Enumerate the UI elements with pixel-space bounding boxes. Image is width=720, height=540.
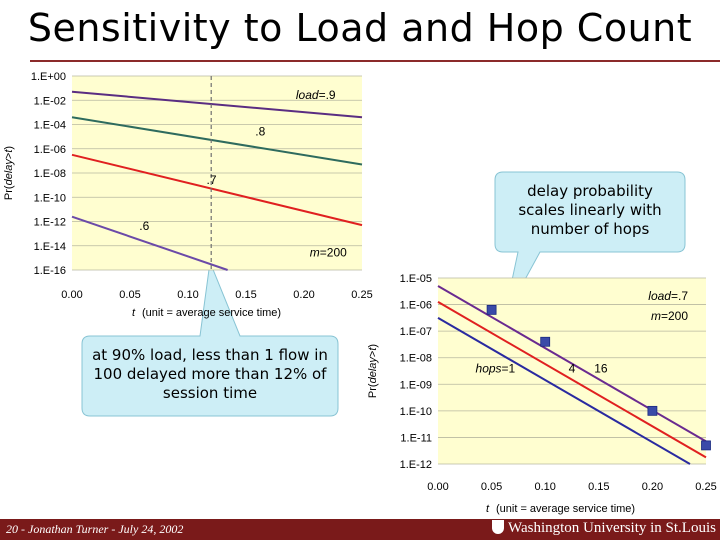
series-line <box>71 215 228 271</box>
left-callout-text: at 90% load, less than 1 flow in 100 del… <box>92 346 328 402</box>
hops-label: hops=1 <box>476 361 516 375</box>
y-tick-label: 1.E-02 <box>34 95 66 107</box>
y-tick-label: 1.E-11 <box>400 432 432 444</box>
title-rule <box>30 60 720 62</box>
slide-title: Sensitivity to Load and Hop Count <box>27 6 693 50</box>
x-tick-label: 0.20 <box>642 481 663 493</box>
y-tick-label: 1.E-04 <box>34 120 66 132</box>
series-line <box>437 316 691 465</box>
series-line <box>71 116 363 166</box>
y-tick-label: 1.E-06 <box>400 300 432 312</box>
y-tick-label: 1.E-05 <box>400 273 432 285</box>
footer-bar <box>0 519 720 540</box>
x-axis-var: t <box>132 307 136 319</box>
series-label: 16 <box>594 361 608 375</box>
y-tick-label: 1.E-10 <box>34 192 66 204</box>
x-tick-label: 0.15 <box>588 481 609 493</box>
y-tick-label: 1.E-07 <box>400 326 432 338</box>
chart-load-sensitivity: 1.E+00 1.E-02 1.E-04 1.E-06 1.E-08 1.E-10 1.E-… <box>3 71 373 319</box>
series-label: .8 <box>255 124 265 138</box>
shield-icon <box>492 520 504 534</box>
y-tick-label: 1.E-06 <box>34 144 66 156</box>
x-tick-label: 0.00 <box>61 289 82 301</box>
series-line <box>71 153 363 227</box>
y-tick-label: 1.E+00 <box>31 71 66 83</box>
logo-text: Washington University in St.Louis <box>508 520 716 536</box>
right-callout-text: delay probability scales linearly with n… <box>518 182 662 238</box>
y-tick-label: 1.E-08 <box>34 168 66 180</box>
y-tick-label: 1.E-10 <box>400 406 432 418</box>
y-axis-label: Pr(delay>t) <box>3 146 15 200</box>
x-axis-label: (unit = average service time) <box>142 307 281 319</box>
y-tick-label: 1.E-12 <box>400 459 432 471</box>
x-tick-label: 0.05 <box>481 481 502 493</box>
plot-area <box>438 278 706 464</box>
x-tick-label: 0.15 <box>235 289 256 301</box>
y-tick-label: 1.E-14 <box>34 241 66 253</box>
x-tick-label: 0.25 <box>695 481 716 493</box>
y-tick-label: 1.E-16 <box>34 265 66 277</box>
y-tick-label: 1.E-09 <box>400 379 432 391</box>
series-label: .6 <box>139 219 149 233</box>
y-axis-label: Pr(delay>t) <box>367 344 379 398</box>
y-tick-label: 1.E-12 <box>34 217 66 229</box>
x-tick-label: 0.10 <box>534 481 555 493</box>
series-line <box>437 301 707 459</box>
x-tick-label: 0.05 <box>119 289 140 301</box>
series-line <box>71 90 363 119</box>
x-axis-label: (unit = average service time) <box>496 503 635 515</box>
series-label: load=.9 <box>296 88 336 102</box>
series-line <box>437 285 707 443</box>
x-tick-label: 0.00 <box>427 481 448 493</box>
data-marker <box>540 336 551 347</box>
x-tick-label: 0.20 <box>293 289 314 301</box>
x-tick-label: 0.10 <box>177 289 198 301</box>
params-label: m=200 <box>310 246 347 260</box>
footer-text: 20 - Jonathan Turner - July 24, 2002 <box>6 522 184 536</box>
chart-hop-sensitivity: 1.E-05 1.E-06 1.E-07 1.E-08 1.E-09 1.E-10 1.E-… <box>367 273 717 515</box>
series-label: .7 <box>207 173 217 187</box>
data-marker <box>701 440 711 451</box>
x-tick-label: 0.25 <box>351 289 372 301</box>
data-marker <box>486 304 497 315</box>
x-axis-var: t <box>486 503 490 515</box>
params-label-load: load=.7 <box>648 289 688 303</box>
left-callout-bubble <box>81 260 339 417</box>
data-marker <box>647 405 658 416</box>
series-label: 4 <box>569 361 576 375</box>
university-logo: Washington University in St.Louis <box>492 520 716 537</box>
y-tick-label: 1.E-08 <box>400 353 432 365</box>
params-label-m: m=200 <box>651 309 688 323</box>
